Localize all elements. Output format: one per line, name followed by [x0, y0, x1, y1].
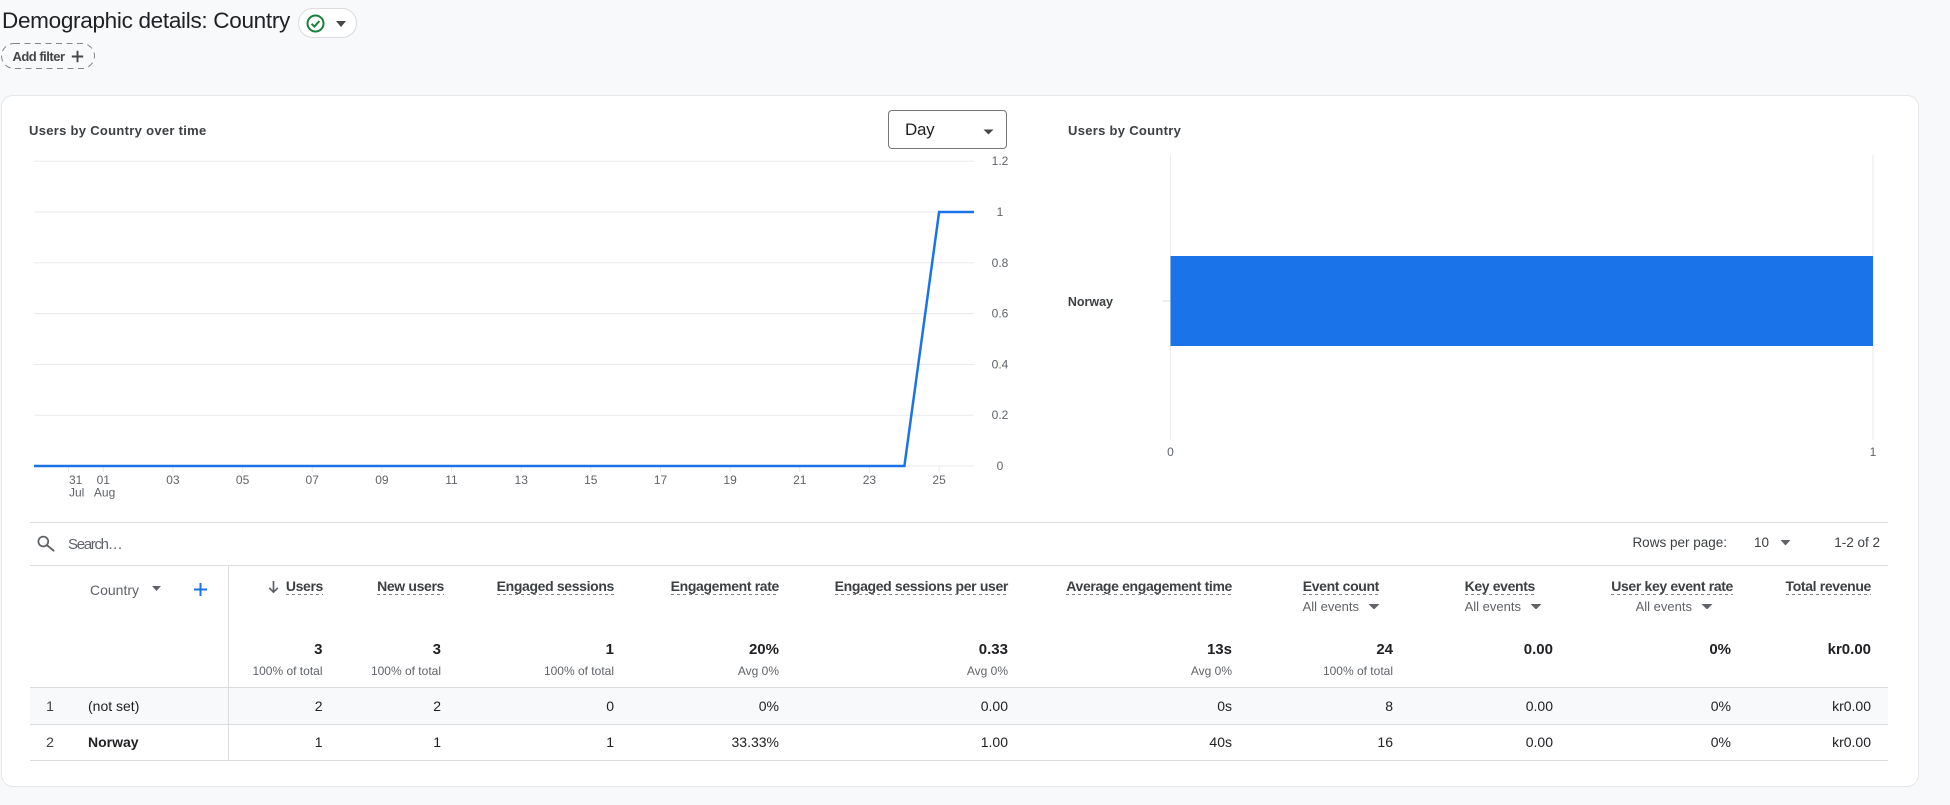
svg-text:13: 13	[515, 473, 529, 487]
svg-text:09: 09	[375, 473, 389, 487]
svg-text:0: 0	[1167, 445, 1174, 459]
svg-text:0.4: 0.4	[992, 357, 1009, 371]
svg-text:21: 21	[793, 473, 807, 487]
svg-text:31: 31	[69, 473, 83, 487]
svg-text:1: 1	[997, 205, 1004, 219]
svg-text:0.2: 0.2	[992, 408, 1009, 422]
svg-text:25: 25	[932, 473, 946, 487]
svg-text:19: 19	[723, 473, 737, 487]
svg-text:15: 15	[584, 473, 598, 487]
svg-text:03: 03	[166, 473, 180, 487]
svg-text:17: 17	[654, 473, 668, 487]
svg-text:Jul: Jul	[69, 486, 84, 500]
svg-text:0: 0	[997, 459, 1004, 473]
svg-text:01: 01	[97, 473, 111, 487]
svg-text:0.8: 0.8	[992, 256, 1009, 270]
svg-text:07: 07	[306, 473, 320, 487]
svg-text:Aug: Aug	[94, 486, 115, 500]
svg-text:1.2: 1.2	[992, 154, 1009, 168]
svg-text:11: 11	[445, 473, 458, 487]
svg-text:1: 1	[1870, 445, 1877, 459]
svg-text:0.6: 0.6	[992, 307, 1009, 321]
svg-text:Norway: Norway	[1068, 295, 1113, 309]
svg-text:05: 05	[236, 473, 250, 487]
svg-text:23: 23	[863, 473, 877, 487]
